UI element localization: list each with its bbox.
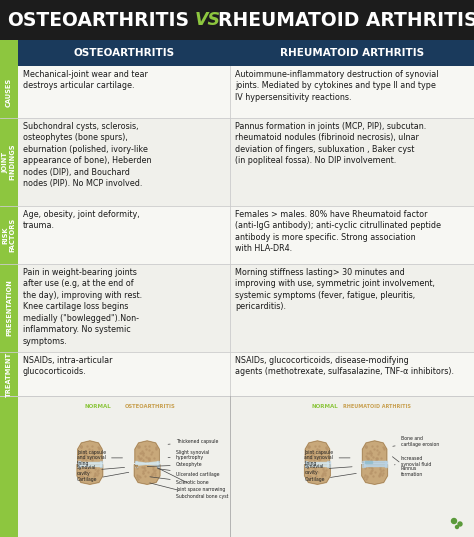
Bar: [230, 264, 474, 352]
Polygon shape: [305, 441, 329, 463]
Text: OSTEOARTHRITIS: OSTEOARTHRITIS: [73, 48, 174, 58]
Text: Increased
synovial fluid: Increased synovial fluid: [394, 456, 431, 467]
Text: Autoimmune-inflammatory destruction of synovial
joints. Mediated by cytokines an: Autoimmune-inflammatory destruction of s…: [235, 70, 438, 102]
Text: TREATMENT: TREATMENT: [6, 351, 12, 397]
Circle shape: [456, 526, 458, 528]
Text: NSAIDs, intra-articular
glucocorticoids.: NSAIDs, intra-articular glucocorticoids.: [23, 356, 112, 376]
Polygon shape: [136, 462, 147, 466]
Text: Sclerotic bone: Sclerotic bone: [150, 477, 209, 485]
Text: Females > males. 80% have Rheumatoid factor
(anti-IgG antibody); anti-cyclic cit: Females > males. 80% have Rheumatoid fac…: [235, 210, 441, 253]
Bar: [0, 206, 18, 264]
Polygon shape: [362, 465, 387, 484]
Bar: [0, 396, 474, 537]
Polygon shape: [77, 465, 103, 484]
Text: Synovial
cavity: Synovial cavity: [77, 465, 125, 476]
Text: RISK
FACTORS: RISK FACTORS: [2, 218, 16, 252]
Bar: [230, 118, 474, 206]
Bar: [230, 66, 474, 118]
Text: Mechanical-joint wear and tear
destroys articular cartilage.: Mechanical-joint wear and tear destroys …: [23, 70, 148, 90]
Bar: [230, 206, 474, 264]
Polygon shape: [78, 441, 102, 463]
Bar: [18, 66, 230, 118]
Text: JOINT
FINDINGS: JOINT FINDINGS: [2, 144, 16, 180]
Text: RHEUMATOID ARTHRITIS: RHEUMATOID ARTHRITIS: [218, 11, 474, 30]
Polygon shape: [363, 441, 387, 463]
Bar: [18, 206, 230, 264]
Text: Subchondral cysts, sclerosis,
osteophytes (bone spurs),
eburnation (polished, iv: Subchondral cysts, sclerosis, osteophyte…: [23, 122, 152, 188]
Text: NSAIDs, glucocorticoids, disease-modifying
agents (methotrexate, sulfasalazine, : NSAIDs, glucocorticoids, disease-modifyi…: [235, 356, 454, 376]
Polygon shape: [79, 462, 101, 466]
Text: NORMAL: NORMAL: [84, 404, 111, 409]
Polygon shape: [306, 462, 328, 466]
Bar: [0, 352, 18, 396]
Polygon shape: [135, 466, 138, 467]
Polygon shape: [364, 461, 386, 466]
Polygon shape: [365, 461, 373, 463]
Circle shape: [458, 522, 462, 526]
Circle shape: [452, 519, 456, 524]
Text: Pannus
formation: Pannus formation: [392, 456, 423, 477]
Bar: [18, 264, 230, 352]
Text: Pannus formation in joints (MCP, PIP), subcutan.
rheumatoid nodules (fibrinoid n: Pannus formation in joints (MCP, PIP), s…: [235, 122, 426, 165]
Polygon shape: [147, 462, 158, 466]
Text: RHEUMATOID ARTHRITIS: RHEUMATOID ARTHRITIS: [280, 48, 424, 58]
Text: Pain in weight-bearing joints
after use (e.g, at the end of
the day), improving : Pain in weight-bearing joints after use …: [23, 268, 142, 346]
Text: RHEUMATOID ARTHRITIS: RHEUMATOID ARTHRITIS: [343, 404, 411, 409]
Text: CAUSES: CAUSES: [6, 77, 12, 106]
Bar: [0, 66, 18, 118]
Text: Cartilage: Cartilage: [304, 474, 356, 482]
Bar: [18, 352, 230, 396]
Text: Joint capsule
and synovial
lining: Joint capsule and synovial lining: [77, 449, 122, 466]
Bar: [0, 396, 18, 537]
Text: Age, obesity, joint deformity,
trauma.: Age, obesity, joint deformity, trauma.: [23, 210, 140, 230]
Bar: [0, 0, 474, 40]
Text: Slight synovial
hypertrophy: Slight synovial hypertrophy: [168, 449, 209, 460]
Text: Synovial
cavity: Synovial cavity: [304, 464, 352, 475]
Text: Joint space narrowing: Joint space narrowing: [157, 468, 225, 492]
Text: Bone and
cartilage erosion: Bone and cartilage erosion: [393, 436, 439, 447]
Text: Thickened capsule: Thickened capsule: [168, 439, 218, 444]
Bar: [0, 40, 18, 66]
Text: Osteophyte: Osteophyte: [147, 462, 202, 467]
Text: OSTEOARTHRITIS: OSTEOARTHRITIS: [7, 11, 189, 30]
Text: PRESENTATION: PRESENTATION: [6, 280, 12, 337]
Text: Ulcerated cartilage: Ulcerated cartilage: [158, 469, 219, 477]
Bar: [230, 352, 474, 396]
Polygon shape: [134, 465, 160, 484]
Text: NORMAL: NORMAL: [312, 404, 338, 409]
Bar: [0, 118, 18, 206]
Text: Cartilage: Cartilage: [77, 473, 129, 482]
Text: OSTEOARTHRITIS: OSTEOARTHRITIS: [124, 404, 175, 409]
Text: Morning stiffness lasting> 30 minutes and
improving with use, symmetric joint in: Morning stiffness lasting> 30 minutes an…: [235, 268, 435, 311]
Text: VS: VS: [195, 11, 221, 29]
Text: Subchondral bone cyst: Subchondral bone cyst: [150, 483, 228, 499]
Bar: [0, 264, 18, 352]
Bar: [18, 118, 230, 206]
Bar: [18, 40, 474, 66]
Polygon shape: [305, 465, 330, 484]
Polygon shape: [135, 441, 159, 463]
Text: Joint capsule
and synovial
lining: Joint capsule and synovial lining: [304, 449, 350, 466]
